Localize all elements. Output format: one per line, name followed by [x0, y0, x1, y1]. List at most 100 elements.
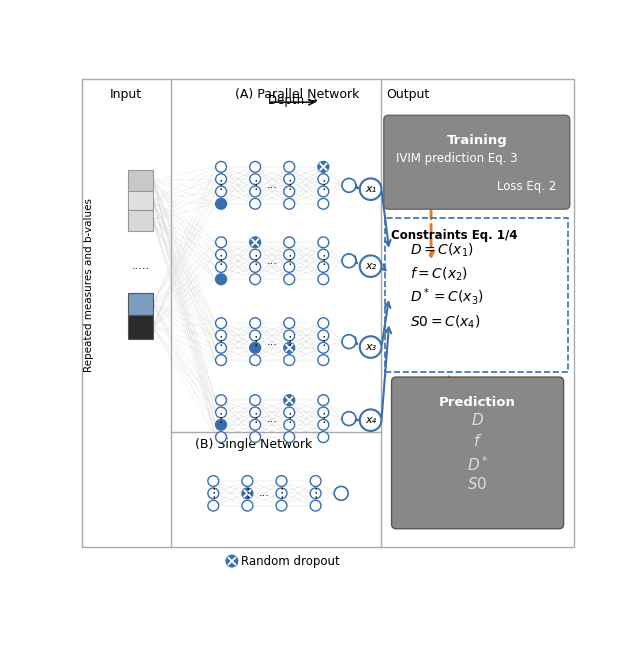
FancyBboxPatch shape: [392, 377, 564, 528]
Circle shape: [284, 174, 294, 185]
Text: ⋮: ⋮: [215, 412, 227, 425]
Circle shape: [360, 255, 381, 277]
Circle shape: [284, 186, 294, 197]
Text: ⋮: ⋮: [317, 412, 330, 425]
Circle shape: [284, 249, 294, 260]
Circle shape: [318, 330, 329, 341]
Circle shape: [216, 330, 227, 341]
Text: x₂: x₂: [365, 261, 376, 271]
Circle shape: [342, 178, 356, 193]
Text: ⋮: ⋮: [215, 255, 227, 267]
Circle shape: [342, 412, 356, 426]
Text: Constraints Eq. 1/4: Constraints Eq. 1/4: [391, 229, 517, 242]
Circle shape: [310, 500, 321, 511]
Text: ⋮: ⋮: [317, 179, 330, 192]
Circle shape: [250, 237, 260, 247]
Text: $D^*$: $D^*$: [467, 455, 488, 474]
Circle shape: [284, 162, 294, 172]
Circle shape: [318, 407, 329, 418]
Text: Input: Input: [109, 89, 142, 101]
Text: x₄: x₄: [365, 415, 376, 425]
Bar: [128, 170, 153, 191]
Text: Repeated measures and b-values: Repeated measures and b-values: [84, 198, 94, 373]
Text: Training: Training: [447, 134, 507, 147]
Circle shape: [216, 198, 227, 209]
Circle shape: [360, 178, 381, 200]
Text: $f$: $f$: [473, 433, 482, 449]
Circle shape: [242, 475, 253, 486]
Circle shape: [216, 237, 227, 247]
Circle shape: [310, 488, 321, 499]
Circle shape: [226, 556, 237, 567]
Circle shape: [284, 330, 294, 341]
Circle shape: [216, 342, 227, 353]
Circle shape: [284, 419, 294, 430]
Text: Random dropout: Random dropout: [241, 554, 340, 568]
Circle shape: [342, 254, 356, 267]
Bar: [128, 210, 153, 231]
Circle shape: [342, 335, 356, 349]
Circle shape: [216, 432, 227, 443]
Text: ...: ...: [267, 337, 278, 347]
Circle shape: [318, 174, 329, 185]
Circle shape: [284, 318, 294, 329]
Text: ...: ...: [267, 256, 278, 266]
Text: ⋮: ⋮: [249, 255, 261, 267]
Text: x₁: x₁: [365, 184, 376, 194]
Circle shape: [250, 186, 260, 197]
Text: $S0$: $S0$: [467, 476, 488, 492]
Text: $D=C(x_1)$: $D=C(x_1)$: [410, 242, 474, 260]
Circle shape: [284, 237, 294, 247]
Circle shape: [318, 432, 329, 443]
Circle shape: [276, 475, 287, 486]
Circle shape: [318, 342, 329, 353]
Text: ...: ...: [267, 180, 278, 191]
Circle shape: [216, 162, 227, 172]
Circle shape: [250, 419, 260, 430]
Circle shape: [284, 342, 294, 353]
Text: ⋮: ⋮: [317, 255, 330, 267]
Text: ⋮: ⋮: [283, 412, 296, 425]
Circle shape: [318, 237, 329, 247]
Text: ⋮: ⋮: [215, 335, 227, 348]
Text: ⋮: ⋮: [283, 179, 296, 192]
Circle shape: [208, 488, 219, 499]
Text: x₃: x₃: [365, 342, 376, 352]
Text: .....: .....: [131, 261, 150, 271]
Circle shape: [250, 432, 260, 443]
Circle shape: [250, 262, 260, 273]
Circle shape: [276, 488, 287, 499]
Text: ⋮: ⋮: [249, 412, 261, 425]
Circle shape: [242, 500, 253, 511]
Circle shape: [276, 500, 287, 511]
Circle shape: [284, 407, 294, 418]
Circle shape: [250, 342, 260, 353]
Circle shape: [360, 336, 381, 358]
Circle shape: [318, 318, 329, 329]
Text: ⋮: ⋮: [215, 179, 227, 192]
Text: ⋮: ⋮: [309, 487, 322, 500]
Text: ⋮: ⋮: [207, 487, 220, 500]
Circle shape: [216, 407, 227, 418]
Circle shape: [216, 355, 227, 366]
Text: ⋮: ⋮: [241, 487, 253, 500]
Circle shape: [318, 262, 329, 273]
Bar: [128, 191, 153, 210]
Circle shape: [250, 318, 260, 329]
Text: ...: ...: [259, 488, 270, 498]
Text: $D$: $D$: [471, 412, 484, 428]
Circle shape: [216, 395, 227, 406]
Circle shape: [318, 162, 329, 172]
Circle shape: [208, 500, 219, 511]
Text: $f=C(x_2)$: $f=C(x_2)$: [410, 265, 468, 282]
Circle shape: [318, 355, 329, 366]
Text: ⋮: ⋮: [283, 335, 296, 348]
Text: ⋮: ⋮: [283, 255, 296, 267]
Circle shape: [360, 410, 381, 431]
Circle shape: [284, 198, 294, 209]
Circle shape: [318, 419, 329, 430]
Text: Prediction: Prediction: [439, 395, 516, 408]
Circle shape: [250, 407, 260, 418]
Text: $D^*=C(x_3)$: $D^*=C(x_3)$: [410, 286, 484, 307]
Circle shape: [318, 249, 329, 260]
